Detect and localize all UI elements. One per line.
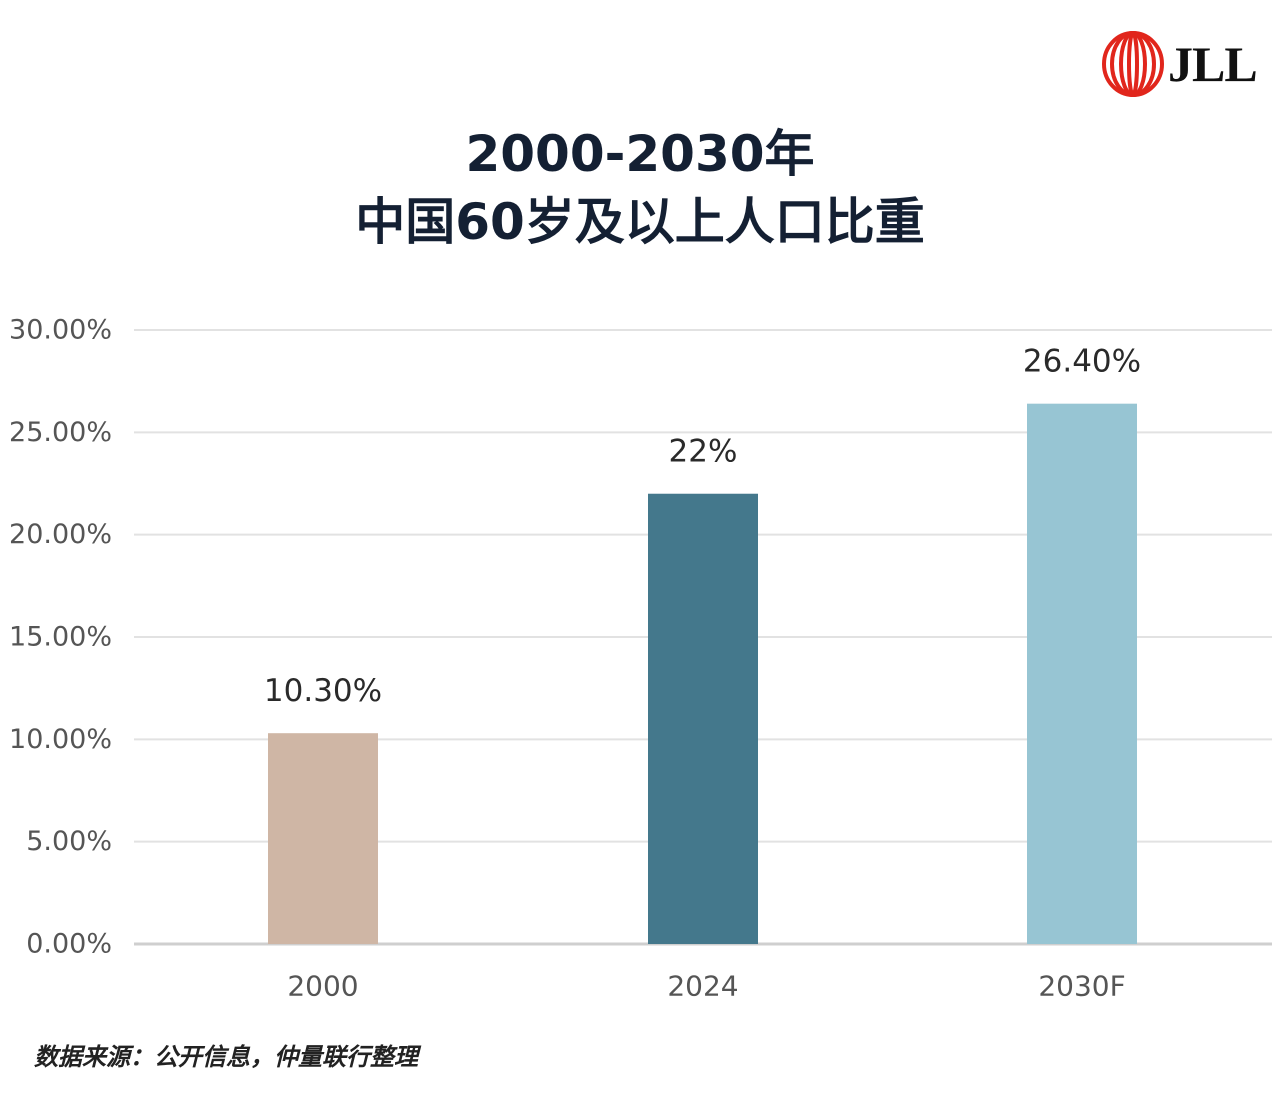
jll-logo: JLL: [1100, 28, 1260, 100]
y-tick-label: 20.00%: [9, 519, 112, 550]
x-tick-label: 2000: [287, 970, 358, 1003]
y-tick-label: 10.00%: [9, 724, 112, 755]
y-tick-label: 15.00%: [9, 622, 112, 653]
jll-swirl-icon: [1102, 31, 1164, 97]
x-tick-label: 2030F: [1038, 970, 1125, 1003]
y-tick-label: 25.00%: [9, 417, 112, 448]
title-line-1: 2000-2030年: [465, 125, 815, 183]
bar-2024: [648, 493, 758, 944]
x-tick-label: 2024: [667, 970, 738, 1003]
y-tick-label: 30.00%: [9, 315, 112, 346]
data-label: 22%: [669, 434, 738, 470]
y-tick-label: 5.00%: [26, 826, 112, 857]
y-tick-label: 0.00%: [26, 929, 112, 960]
logo-text: JLL: [1168, 36, 1258, 92]
bar-chart: 0.00% 5.00% 10.00% 15.00% 20.00% 25.00% 30.00%…: [9, 315, 1272, 1003]
title-line-2: 中国60岁及以上人口比重: [355, 193, 925, 251]
data-label: 10.30%: [264, 673, 382, 709]
source-note: 数据来源：公开信息，仲量联行整理: [34, 1043, 418, 1071]
chart-title: 2000-2030年 中国60岁及以上人口比重: [0, 120, 1280, 256]
data-label: 26.40%: [1023, 344, 1141, 380]
bar-2000: [268, 733, 378, 944]
bar-2030f: [1027, 403, 1137, 944]
